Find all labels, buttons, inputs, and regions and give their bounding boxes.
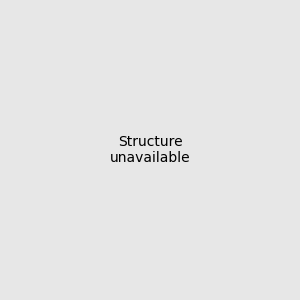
Text: Structure
unavailable: Structure unavailable (110, 135, 190, 165)
